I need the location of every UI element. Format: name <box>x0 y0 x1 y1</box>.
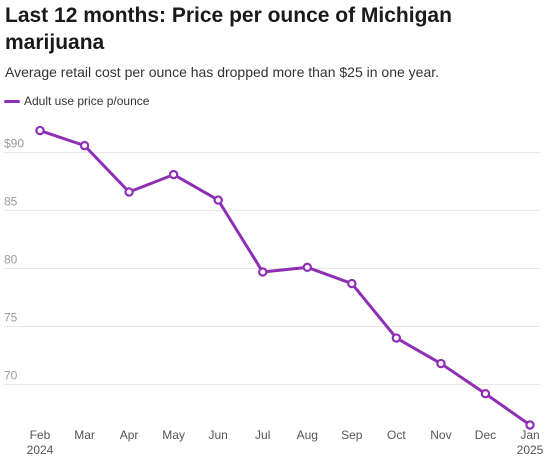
x-tick-label: Jun <box>209 428 228 442</box>
x-tick-label: Feb 2024 <box>27 428 54 457</box>
chart-title: Last 12 months: Price per ounce of Michi… <box>5 4 452 54</box>
series-line <box>38 129 532 427</box>
y-tick-label: 75 <box>4 310 18 324</box>
x-tick-label: May <box>162 428 185 442</box>
x-tick-label: Jul <box>255 428 270 442</box>
y-tick-label: 85 <box>4 195 18 209</box>
data-point[interactable] <box>436 358 446 369</box>
data-point[interactable] <box>525 420 535 430</box>
x-tick-label: Mar <box>74 428 95 442</box>
chart-subtitle: Average retail cost per ounce has droppe… <box>5 64 440 80</box>
series-layer <box>35 125 535 430</box>
x-axis-ticks: Feb 2024 Mar Apr May Jun Jul Aug Sep Oct Nov Dec Jan… <box>27 428 544 457</box>
y-tick-label: $90 <box>4 137 24 151</box>
x-tick-label: Oct <box>387 428 406 442</box>
x-tick-label: Sep <box>341 428 363 442</box>
y-axis-ticks: 70 75 80 85 $90 <box>4 137 24 383</box>
data-point[interactable] <box>302 262 312 273</box>
data-point[interactable] <box>258 267 268 277</box>
data-point[interactable] <box>480 389 491 399</box>
data-point[interactable] <box>124 187 134 197</box>
data-point[interactable] <box>35 125 45 136</box>
data-point[interactable] <box>391 333 402 343</box>
y-tick-label: 70 <box>4 368 18 382</box>
x-tick-label: Nov <box>430 428 451 442</box>
data-point[interactable] <box>213 195 223 205</box>
y-tick-label: 80 <box>4 253 18 267</box>
x-tick-label: Aug <box>297 428 318 442</box>
legend: Adult use price p/ounce <box>4 93 149 109</box>
data-point[interactable] <box>347 278 357 289</box>
x-tick-label: Jan 2025 <box>517 428 544 457</box>
data-point[interactable] <box>168 169 179 180</box>
gridlines <box>4 152 540 385</box>
x-tick-label: Dec <box>475 428 496 442</box>
legend-label: Adult use price p/ounce <box>24 94 150 108</box>
x-tick-label: Apr <box>120 428 139 442</box>
data-point[interactable] <box>79 140 90 151</box>
legend-swatch <box>4 99 20 103</box>
